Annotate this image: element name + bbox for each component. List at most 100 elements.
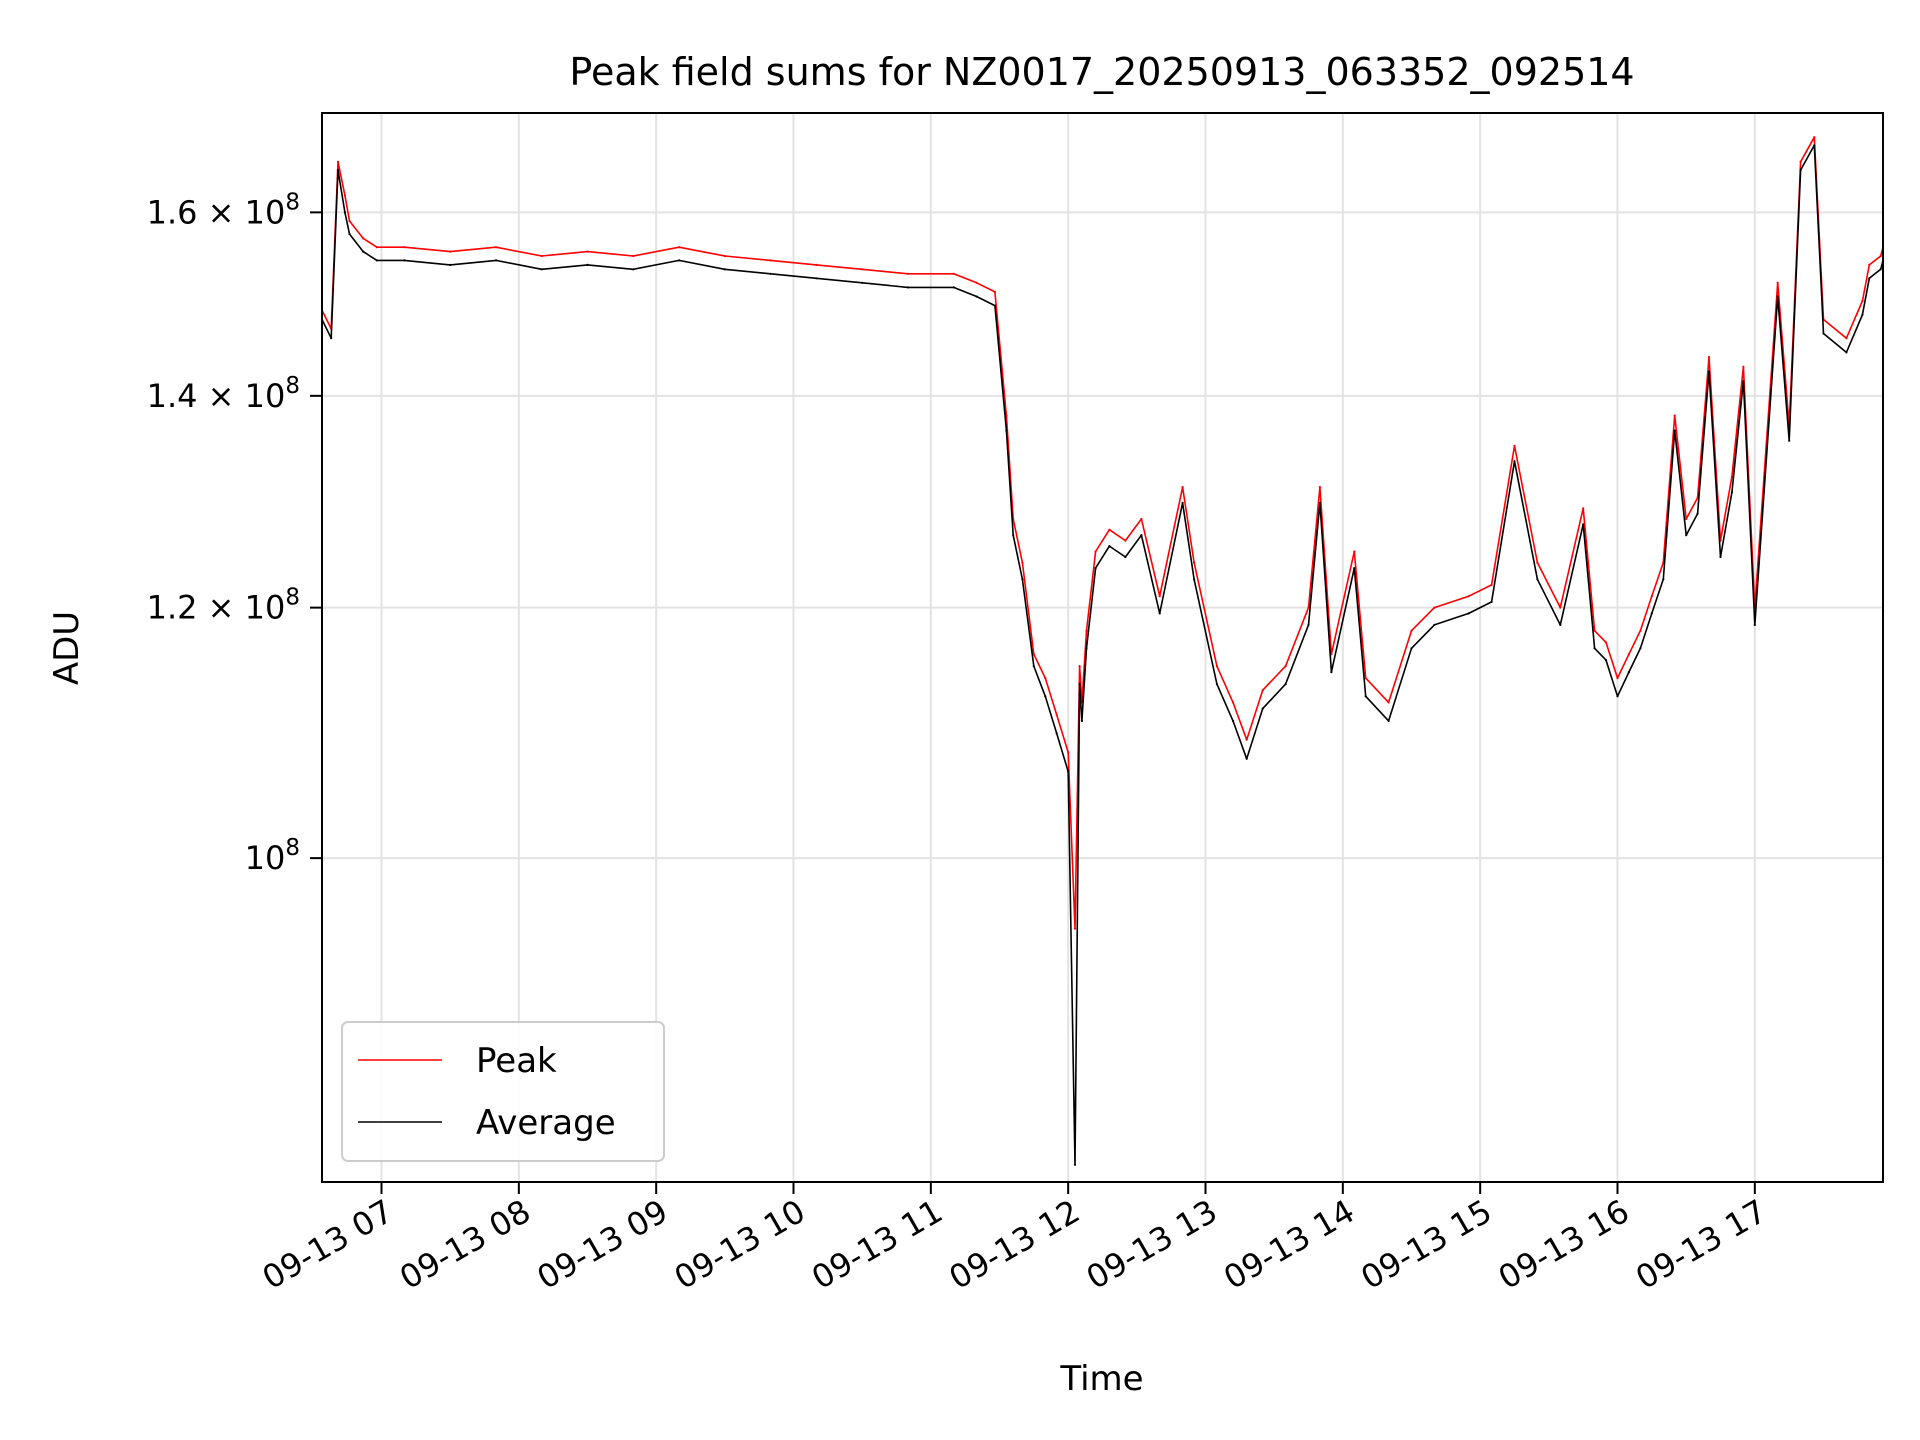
data-point-peak — [362, 237, 365, 240]
data-point-peak — [678, 246, 681, 249]
data-point-peak — [993, 290, 997, 293]
data-point-average — [1108, 545, 1111, 548]
y-tick-label-base: 10 — [245, 839, 286, 877]
data-point-peak — [586, 250, 589, 253]
data-point-average — [586, 263, 589, 266]
data-point-average — [494, 259, 498, 262]
data-point-average — [1513, 460, 1516, 463]
data-point-average — [769, 272, 772, 275]
data-point-average — [348, 232, 351, 236]
data-point-peak — [1799, 160, 1802, 163]
data-point-peak — [375, 246, 378, 249]
data-point-average — [1021, 578, 1024, 581]
data-point-peak — [1124, 539, 1127, 542]
data-point-average — [975, 295, 978, 298]
data-point-average — [1868, 277, 1871, 280]
y-tick-label-base: 1.2 × 10 — [147, 589, 286, 627]
data-point-peak — [1181, 486, 1184, 489]
data-point-peak — [1094, 550, 1097, 553]
data-point-average — [1085, 647, 1088, 650]
data-point-peak — [1627, 653, 1630, 656]
data-point-average — [1490, 600, 1493, 604]
data-point-peak — [1707, 356, 1711, 359]
data-point-peak — [1868, 263, 1871, 266]
y-tick-label-exponent: 8 — [285, 585, 300, 611]
data-point-peak — [1650, 595, 1653, 598]
data-point-average — [1124, 555, 1127, 559]
data-point-average — [1387, 719, 1390, 723]
data-point-peak — [403, 246, 406, 249]
data-point-average — [1799, 169, 1802, 172]
data-point-peak — [1245, 738, 1248, 741]
data-point-average — [1364, 695, 1367, 698]
data-point-peak — [1776, 281, 1779, 284]
data-point-average — [1753, 623, 1756, 627]
data-point-peak — [1364, 677, 1367, 680]
data-point-peak — [1055, 713, 1058, 716]
data-point-peak — [1559, 606, 1562, 609]
data-point-average — [1245, 757, 1248, 760]
data-point-peak — [1616, 677, 1619, 680]
data-point-peak — [1730, 475, 1733, 478]
grid-layer — [322, 113, 1883, 1182]
data-point-average — [1730, 491, 1733, 494]
data-point-peak — [1813, 136, 1816, 139]
y-tick-label-exponent: 8 — [285, 373, 300, 399]
data-point-average — [1067, 770, 1070, 773]
data-point-peak — [1193, 561, 1196, 564]
data-point-peak — [449, 250, 452, 253]
data-point-average — [952, 286, 955, 289]
data-point-average — [1861, 313, 1864, 316]
data-point-average — [1330, 671, 1333, 674]
data-point-peak — [1140, 517, 1143, 521]
data-point-peak — [1021, 561, 1024, 564]
data-point-average — [1685, 534, 1688, 537]
series-line-peak — [322, 136, 1883, 930]
data-point-peak — [1685, 517, 1688, 521]
data-point-average — [1181, 501, 1184, 504]
plot-frame — [321, 112, 1884, 1183]
data-point-peak — [906, 272, 910, 275]
data-point-average — [1788, 439, 1791, 442]
data-point-average — [1073, 1163, 1077, 1166]
chart-title: Peak field sums for NZ0017_20250913_0633… — [569, 50, 1634, 94]
data-point-average — [1616, 695, 1619, 698]
data-point-peak — [494, 246, 498, 249]
data-point-peak — [1582, 507, 1585, 510]
data-point-average — [1582, 523, 1585, 526]
data-point-peak — [1044, 677, 1047, 680]
data-point-average — [1673, 429, 1676, 432]
data-point-average — [1813, 144, 1816, 147]
data-point-peak — [1261, 689, 1264, 692]
data-point-average — [1776, 295, 1779, 298]
data-point-peak — [1085, 629, 1088, 632]
data-point-peak — [1067, 751, 1070, 754]
series-layer — [322, 136, 1883, 1166]
data-point-average — [861, 281, 864, 284]
y-axis-label: ADU — [47, 611, 87, 685]
data-point-average — [906, 286, 910, 289]
data-point-peak — [1536, 561, 1539, 564]
data-point-peak — [1467, 595, 1470, 598]
y-tick-label: 108 — [245, 835, 300, 877]
data-point-average — [1215, 683, 1218, 686]
data-point-average — [1055, 732, 1058, 735]
data-point-average — [1078, 683, 1081, 686]
data-point-average — [1158, 612, 1161, 615]
data-point-average — [1231, 719, 1235, 723]
data-point-average — [1639, 647, 1642, 650]
data-point-average — [1318, 501, 1321, 504]
data-point-peak — [632, 254, 635, 258]
data-point-peak — [1284, 665, 1287, 668]
data-point-peak — [343, 194, 346, 197]
data-point-average — [1284, 683, 1287, 686]
data-point-peak — [1387, 701, 1390, 704]
data-point-average — [343, 211, 346, 214]
legend-label-peak: Peak — [476, 1041, 557, 1081]
data-point-peak — [1318, 486, 1321, 489]
data-point-average — [449, 263, 452, 266]
data-point-average — [375, 259, 378, 262]
data-point-average — [1353, 567, 1356, 570]
data-point-peak — [1073, 927, 1077, 930]
